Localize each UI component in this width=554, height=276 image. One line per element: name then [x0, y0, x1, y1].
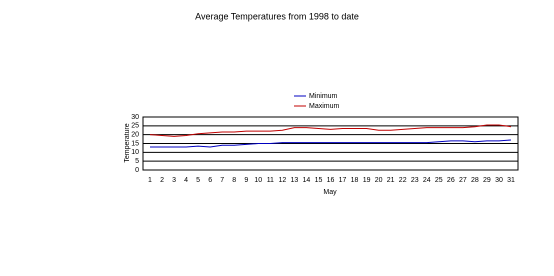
x-tick-label: 15 — [315, 177, 323, 184]
y-tick-label: 25 — [131, 123, 139, 130]
x-tick-label: 22 — [399, 177, 407, 184]
x-tick-label: 21 — [387, 177, 395, 184]
x-tick-label: 4 — [184, 177, 188, 184]
x-axis-label: May — [323, 189, 337, 196]
x-tick-label: 23 — [411, 177, 419, 184]
x-tick-label: 25 — [435, 177, 443, 184]
x-tick-label: 7 — [220, 177, 224, 184]
y-axis-label: Temperature — [124, 123, 131, 162]
legend-label: Minimum — [309, 93, 338, 100]
x-tick-label: 20 — [375, 177, 383, 184]
x-tick-label: 14 — [303, 177, 311, 184]
x-tick-label: 2 — [160, 177, 164, 184]
legend-label: Maximum — [309, 103, 340, 110]
y-tick-label: 10 — [131, 149, 139, 156]
x-tick-label: 16 — [327, 177, 335, 184]
x-tick-label: 10 — [254, 177, 262, 184]
x-tick-label: 12 — [278, 177, 286, 184]
y-tick-label: 0 — [135, 167, 139, 174]
x-tick-label: 17 — [339, 177, 347, 184]
y-tick-label: 20 — [131, 132, 139, 139]
x-tick-label: 6 — [208, 177, 212, 184]
line-series — [150, 139, 512, 148]
x-tick-label: 24 — [423, 177, 431, 184]
x-tick-label: 1 — [148, 177, 152, 184]
x-tick-label: 3 — [172, 177, 176, 184]
x-tick-label: 8 — [232, 177, 236, 184]
x-tick-label: 26 — [447, 177, 455, 184]
y-tick-label: 30 — [131, 114, 139, 121]
x-tick-label: 18 — [351, 177, 359, 184]
x-tick-label: 5 — [196, 177, 200, 184]
line-series — [149, 124, 512, 137]
x-tick-label: 31 — [507, 177, 515, 184]
x-tick-label: 9 — [244, 177, 248, 184]
y-tick-label: 15 — [131, 140, 139, 147]
chart-title: Average Temperatures from 1998 to date — [195, 11, 359, 21]
y-tick-label: 5 — [135, 158, 139, 165]
x-tick-label: 30 — [495, 177, 503, 184]
x-tick-label: 11 — [267, 177, 274, 184]
x-tick-label: 19 — [363, 177, 371, 184]
x-tick-label: 27 — [459, 177, 467, 184]
x-tick-label: 29 — [483, 177, 491, 184]
x-tick-label: 13 — [291, 177, 299, 184]
x-tick-label: 28 — [471, 177, 479, 184]
